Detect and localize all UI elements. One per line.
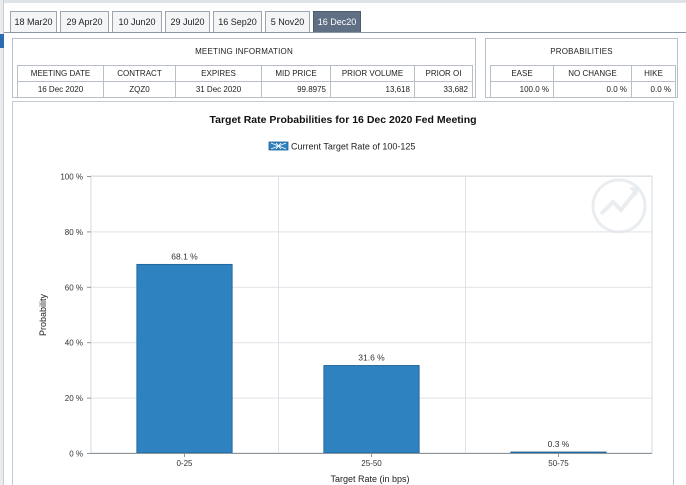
y-tick-label: 80 % bbox=[65, 228, 83, 237]
x-tick-label: 0-25 bbox=[176, 459, 193, 468]
expires-value: 31 Dec 2020 bbox=[175, 81, 262, 98]
probabilities-data-row: 100.0 % 0.0 % 0.0 % bbox=[490, 81, 676, 98]
x-axis: 0-25 25-50 50-75 bbox=[91, 453, 652, 468]
tab-16-dec20[interactable]: 16 Dec20 bbox=[313, 11, 361, 32]
bar-data-label: 68.1 % bbox=[171, 251, 198, 261]
meeting-information-data-row: 16 Dec 2020 ZQZ0 31 Dec 2020 99.8975 13,… bbox=[17, 81, 473, 98]
meeting-tab-bar: 18 Mar20 29 Apr20 10 Jun20 29 Jul20 16 S… bbox=[4, 0, 686, 33]
y-tick-label: 60 % bbox=[65, 283, 83, 292]
legend-swatch-hatch-icon bbox=[270, 142, 287, 150]
left-edge-accent bbox=[0, 34, 4, 48]
contract-value: ZQZ0 bbox=[103, 81, 176, 98]
bar-data-label: 0.3 % bbox=[548, 439, 570, 449]
tab-10-jun20[interactable]: 10 Jun20 bbox=[112, 11, 162, 32]
header-prior-volume: PRIOR VOLUME bbox=[330, 65, 415, 82]
y-tick-label: 100 % bbox=[60, 173, 83, 182]
tab-18-mar20[interactable]: 18 Mar20 bbox=[10, 11, 57, 32]
y-tick-label: 0 % bbox=[69, 450, 83, 459]
mid-price-value: 99.8975 bbox=[261, 81, 331, 98]
prior-volume-value: 13,618 bbox=[330, 81, 415, 98]
bar-50-75[interactable] bbox=[510, 451, 607, 454]
header-meeting-date: MEETING DATE bbox=[17, 65, 104, 82]
meeting-information-panel: MEETING INFORMATION MEETING DATE CONTRAC… bbox=[12, 38, 476, 98]
bar-data-label: 31.6 % bbox=[358, 352, 385, 362]
tab-16-sep20[interactable]: 16 Sep20 bbox=[213, 11, 262, 32]
tab-29-jul20[interactable]: 29 Jul20 bbox=[165, 11, 210, 32]
meeting-date-value: 16 Dec 2020 bbox=[17, 81, 104, 98]
header-hike: HIKE bbox=[631, 65, 676, 82]
header-mid-price: MID PRICE bbox=[261, 65, 331, 82]
header-contract: CONTRACT bbox=[103, 65, 176, 82]
legend-label: Current Target Rate of 100-125 bbox=[291, 142, 415, 152]
tab-5-nov20[interactable]: 5 Nov20 bbox=[265, 11, 310, 32]
x-tick-label: 50-75 bbox=[548, 459, 569, 468]
meeting-information-title: MEETING INFORMATION bbox=[195, 47, 293, 56]
x-tick-label: 25-50 bbox=[361, 459, 382, 468]
bar-0-25[interactable] bbox=[136, 263, 233, 454]
ease-value: 100.0 % bbox=[490, 81, 554, 98]
probabilities-title: PROBABILITIES bbox=[550, 47, 613, 56]
probability-chart-panel: Target Rate Probabilities for 16 Dec 202… bbox=[12, 101, 674, 485]
header-ease: EASE bbox=[490, 65, 554, 82]
y-axis-label: Probability bbox=[38, 293, 48, 336]
left-edge-strip bbox=[0, 0, 4, 485]
no-change-value: 0.0 % bbox=[553, 81, 632, 98]
meeting-information-table: MEETING DATE CONTRACT EXPIRES MID PRICE … bbox=[17, 65, 473, 98]
bar-25-50[interactable] bbox=[323, 365, 420, 454]
hike-value: 0.0 % bbox=[631, 81, 676, 98]
chart-bars: 68.1 % 31.6 % 0.3 % bbox=[136, 251, 607, 454]
tab-29-apr20[interactable]: 29 Apr20 bbox=[60, 11, 109, 32]
header-expires: EXPIRES bbox=[175, 65, 262, 82]
probability-chart: Target Rate Probabilities for 16 Dec 202… bbox=[38, 114, 653, 484]
x-axis-label: Target Rate (in bps) bbox=[330, 474, 409, 484]
probabilities-table: EASE NO CHANGE HIKE 100.0 % 0.0 % 0.0 % bbox=[490, 65, 676, 98]
probabilities-header-row: EASE NO CHANGE HIKE bbox=[490, 65, 676, 82]
header-no-change: NO CHANGE bbox=[553, 65, 632, 82]
chart-title: Target Rate Probabilities for 16 Dec 202… bbox=[209, 114, 476, 126]
prior-oi-value: 33,682 bbox=[414, 81, 473, 98]
watermark-logo-icon bbox=[591, 178, 647, 234]
tab-bar-top-line bbox=[4, 0, 686, 3]
y-axis: 0 % 20 % 40 % 60 % 80 % 100 % bbox=[60, 173, 91, 459]
y-tick-label: 40 % bbox=[65, 339, 83, 348]
header-prior-oi: PRIOR OI bbox=[414, 65, 473, 82]
chart-legend[interactable]: Current Target Rate of 100-125 bbox=[268, 142, 415, 152]
meeting-information-header-row: MEETING DATE CONTRACT EXPIRES MID PRICE … bbox=[17, 65, 473, 82]
probabilities-panel: PROBABILITIES EASE NO CHANGE HIKE 100.0 … bbox=[485, 38, 678, 98]
y-tick-label: 20 % bbox=[65, 394, 83, 403]
